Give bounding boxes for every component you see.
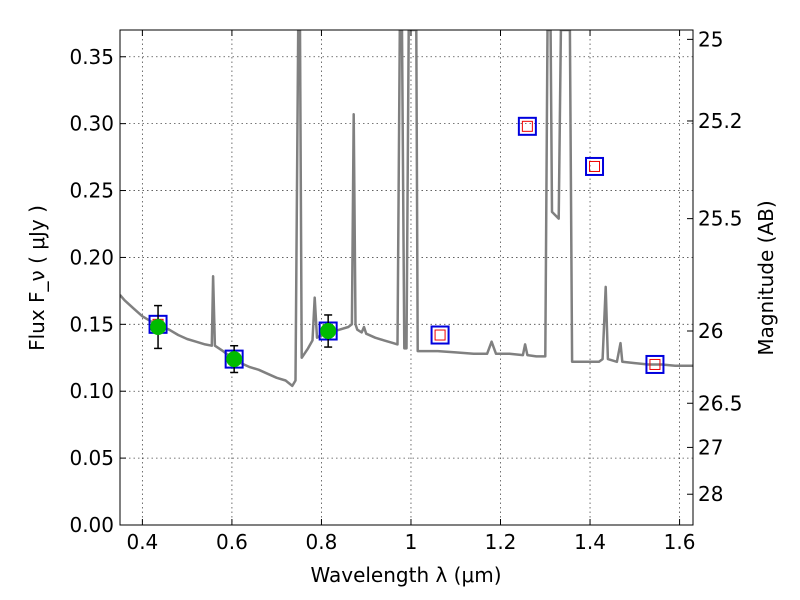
x-tick-label: 0.4 [126, 530, 158, 554]
y-tick-label: 0.30 [69, 112, 114, 136]
x-tick-label: 0.8 [306, 530, 338, 554]
right-axis-label: Magnitude (AB) [754, 200, 778, 355]
model-point-inner [649, 358, 661, 370]
x-axis-label: Wavelength λ (μm) [310, 563, 501, 587]
right-tick-label: 26.5 [698, 391, 743, 415]
model-point-box [645, 354, 665, 374]
y-tick-label: 0.25 [69, 179, 114, 203]
y-tick-label: 0.35 [69, 45, 114, 69]
model-point-inner [521, 120, 533, 132]
y-tick-label: 0.20 [69, 245, 114, 269]
x-tick-label: 1.4 [574, 530, 606, 554]
right-axis-ticks: 25 25.2 25.5 26 26.5 27 28 [687, 27, 743, 506]
right-tick-label: 28 [698, 482, 723, 506]
observed-point [226, 351, 243, 368]
y-tick-label: 0.15 [69, 312, 114, 336]
y-tick-label: 0.00 [69, 513, 114, 537]
x-axis-ticks: 0.4 0.6 0.8 1 1.2 1.4 1.6 [126, 30, 695, 554]
x-tick-label: 1.6 [664, 530, 696, 554]
y-tick-label: 0.10 [69, 379, 114, 403]
right-tick-label: 25.5 [698, 207, 743, 231]
spectrum-layer [120, 30, 693, 388]
x-tick-label: 0.6 [216, 530, 248, 554]
right-tick-label: 27 [698, 435, 723, 459]
model-point-inner [434, 329, 446, 341]
model-point-box [430, 325, 450, 345]
y-tick-label: 0.05 [69, 446, 114, 470]
x-tick-label: 1 [405, 530, 418, 554]
spectrum-line [120, 30, 693, 388]
right-tick-label: 26 [698, 319, 723, 343]
right-tick-label: 25.2 [698, 109, 743, 133]
observed-point [150, 319, 167, 335]
observed-point [320, 323, 337, 340]
y-axis-ticks: 0.00 0.05 0.10 0.15 0.20 0.25 0.30 0.35 [69, 45, 126, 537]
x-tick-label: 1.2 [485, 530, 517, 554]
model-point-box [517, 116, 537, 136]
y-axis-label: Flux F_ν ( μJy ) [25, 205, 49, 351]
plot-frame [119, 29, 694, 526]
model-point-box [585, 156, 605, 176]
observed-points-layer [150, 304, 337, 374]
model-point-inner [589, 160, 601, 172]
right-tick-label: 25 [698, 27, 723, 51]
